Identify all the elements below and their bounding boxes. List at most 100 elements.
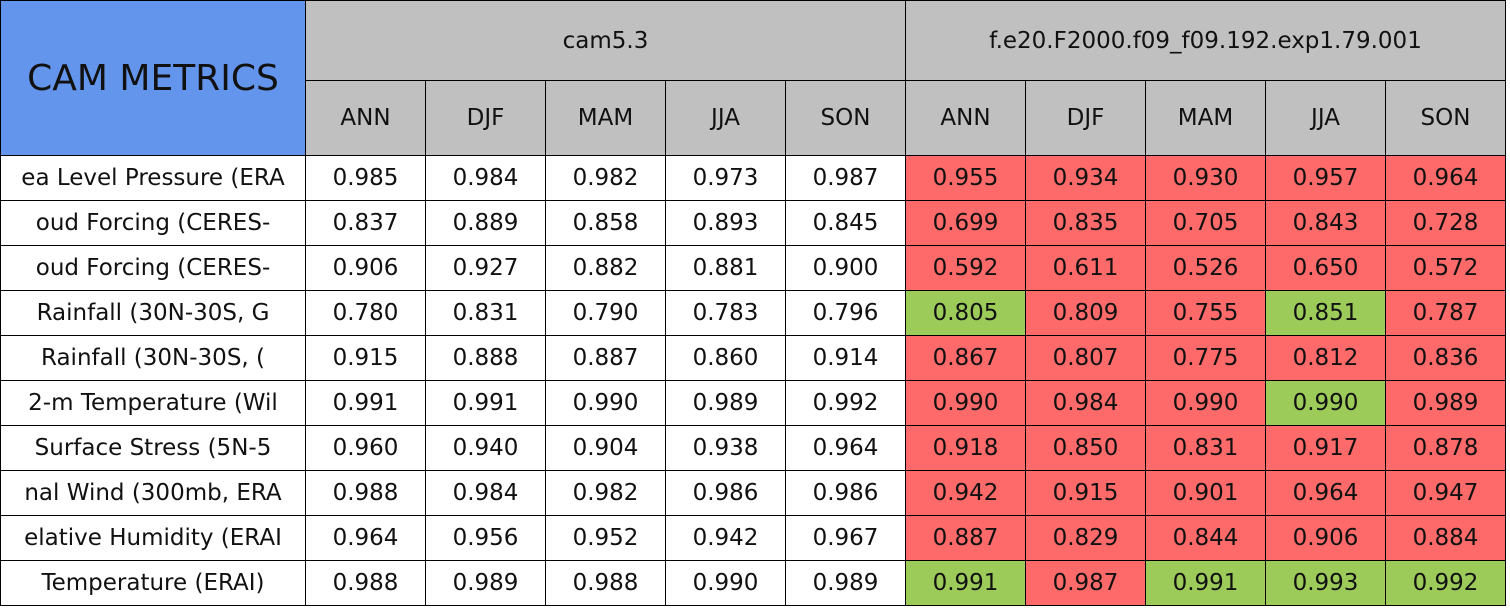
value-cell-text: 0.787 [1412,300,1479,326]
value-cell: 0.906 [1265,515,1386,561]
row-label: Surface Stress (5N-5 [0,425,306,471]
value-cell-text: 0.889 [452,210,519,236]
value-cell: 0.982 [545,155,666,201]
value-cell-text: 0.844 [1172,525,1239,551]
value-cell-text: 0.989 [692,390,759,416]
value-cell-text: 0.991 [332,390,399,416]
value-cell-text: 0.973 [692,165,759,191]
value-cell-text: 0.592 [932,255,999,281]
title-cell: CAM METRICS [0,0,306,156]
value-cell-text: 0.790 [572,300,639,326]
value-cell: 0.844 [1145,515,1266,561]
value-cell: 0.812 [1265,335,1386,381]
value-cell-text: 0.992 [812,390,879,416]
value-cell-text: 0.860 [692,345,759,371]
value-cell: 0.992 [1385,560,1506,606]
value-cell: 0.807 [1025,335,1146,381]
value-cell: 0.831 [425,290,546,336]
value-cell: 0.915 [305,335,426,381]
value-cell-text: 0.796 [812,300,879,326]
season-header-text: DJF [466,105,505,131]
season-header-text: MAM [1177,105,1234,131]
group-header: cam5.3 [305,0,906,81]
value-cell: 0.728 [1385,200,1506,246]
value-cell: 0.984 [425,155,546,201]
value-cell: 0.775 [1145,335,1266,381]
season-header: DJF [1025,80,1146,156]
value-cell: 0.914 [785,335,906,381]
value-cell: 0.927 [425,245,546,291]
row-label: 2-m Temperature (Wil [0,380,306,426]
value-cell-text: 0.988 [572,570,639,596]
value-cell: 0.988 [305,470,426,516]
value-cell-text: 0.989 [812,570,879,596]
value-cell: 0.992 [785,380,906,426]
value-cell: 0.851 [1265,290,1386,336]
value-cell: 0.964 [305,515,426,561]
season-header: ANN [305,80,426,156]
value-cell: 0.845 [785,200,906,246]
value-cell-text: 0.967 [812,525,879,551]
value-cell-text: 0.990 [932,390,999,416]
value-cell-text: 0.805 [932,300,999,326]
value-cell: 0.991 [905,560,1026,606]
value-cell-text: 0.955 [932,165,999,191]
value-cell: 0.989 [425,560,546,606]
title-cell-text: CAM METRICS [27,57,279,99]
value-cell: 0.783 [665,290,786,336]
value-cell-text: 0.888 [452,345,519,371]
group-header: f.e20.F2000.f09_f09.192.exp1.79.001 [905,0,1506,81]
value-cell-text: 0.915 [1052,480,1119,506]
value-cell-text: 0.904 [572,435,639,461]
value-cell: 0.990 [1145,380,1266,426]
value-cell-text: 0.964 [1412,165,1479,191]
season-header: MAM [545,80,666,156]
value-cell: 0.934 [1025,155,1146,201]
group-header-text: cam5.3 [562,27,649,54]
value-cell: 0.964 [1385,155,1506,201]
value-cell-text: 0.851 [1292,300,1359,326]
value-cell: 0.989 [1385,380,1506,426]
row-label: Rainfall (30N-30S, G [0,290,306,336]
season-header-text: JJA [711,105,740,131]
value-cell-text: 0.930 [1172,165,1239,191]
row-label: Temperature (ERAI) [0,560,306,606]
row-label: ea Level Pressure (ERA [0,155,306,201]
value-cell-text: 0.835 [1052,210,1119,236]
value-cell-text: 0.990 [1292,390,1359,416]
value-cell: 0.955 [905,155,1026,201]
value-cell: 0.650 [1265,245,1386,291]
row-label: oud Forcing (CERES- [0,200,306,246]
value-cell-text: 0.809 [1052,300,1119,326]
value-cell: 0.888 [425,335,546,381]
value-cell-text: 0.938 [692,435,759,461]
value-cell: 0.611 [1025,245,1146,291]
value-cell: 0.572 [1385,245,1506,291]
value-cell-text: 0.850 [1052,435,1119,461]
row-label-text: 2-m Temperature (Wil [28,390,278,416]
season-header-text: JJA [1311,105,1340,131]
value-cell: 0.592 [905,245,1026,291]
value-cell-text: 0.988 [332,480,399,506]
season-header: SON [785,80,906,156]
value-cell-text: 0.927 [452,255,519,281]
value-cell-text: 0.878 [1412,435,1479,461]
row-label-text: ea Level Pressure (ERA [21,165,285,191]
value-cell: 0.984 [425,470,546,516]
row-label: oud Forcing (CERES- [0,245,306,291]
row-label-text: oud Forcing (CERES- [35,210,271,236]
value-cell: 0.809 [1025,290,1146,336]
value-cell-text: 0.611 [1052,255,1119,281]
value-cell: 0.986 [785,470,906,516]
value-cell-text: 0.989 [452,570,519,596]
value-cell: 0.952 [545,515,666,561]
value-cell-text: 0.917 [1292,435,1359,461]
value-cell: 0.973 [665,155,786,201]
value-cell-text: 0.991 [452,390,519,416]
value-cell-text: 0.985 [332,165,399,191]
value-cell-text: 0.964 [1292,480,1359,506]
value-cell: 0.843 [1265,200,1386,246]
value-cell: 0.860 [665,335,786,381]
value-cell-text: 0.858 [572,210,639,236]
value-cell: 0.831 [1145,425,1266,471]
